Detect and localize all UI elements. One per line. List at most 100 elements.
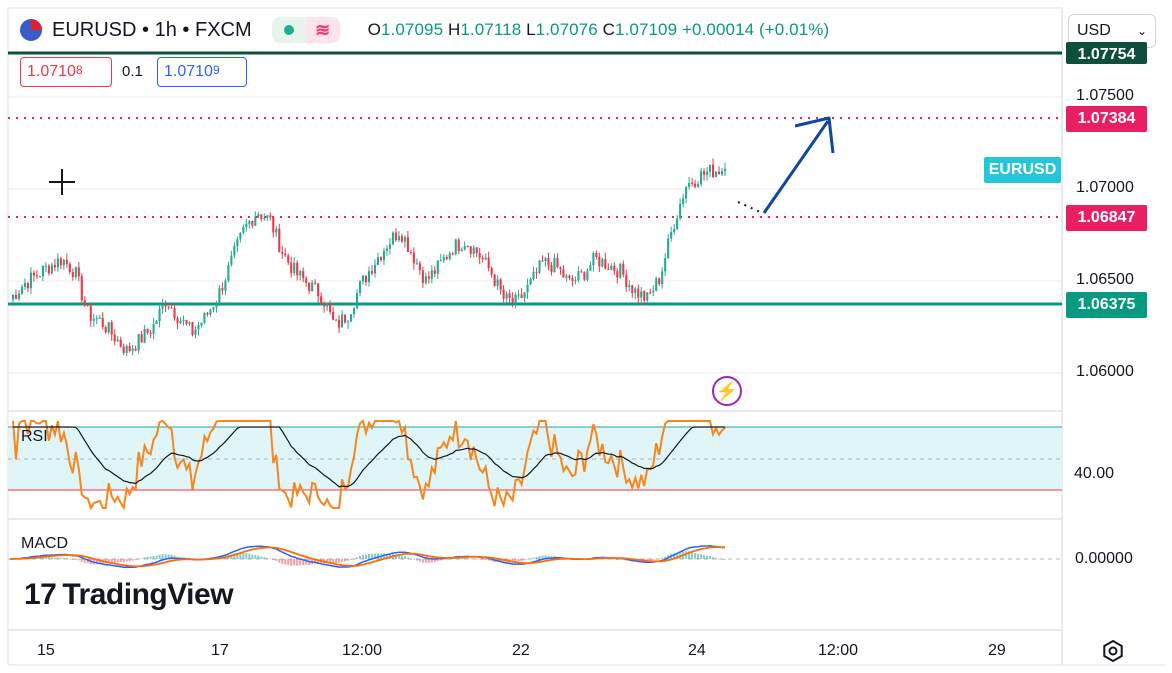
candle-body bbox=[32, 272, 35, 276]
candle-body bbox=[131, 348, 134, 352]
candle-body bbox=[430, 270, 433, 279]
candle-body bbox=[206, 312, 209, 315]
candle-body bbox=[341, 314, 344, 328]
macd-histogram-bar bbox=[703, 554, 706, 559]
candle-body bbox=[646, 292, 649, 301]
macd-histogram-bar bbox=[125, 559, 128, 562]
macd-histogram-bar bbox=[661, 557, 664, 559]
lightning-icon[interactable]: ⚡ bbox=[712, 376, 742, 406]
candle-body bbox=[320, 296, 323, 303]
price-label-3: 1.06500 bbox=[1076, 271, 1134, 288]
status-pill[interactable]: ≋ bbox=[271, 17, 340, 43]
candle-body bbox=[694, 183, 697, 187]
high-value: 1.07118 bbox=[460, 20, 522, 39]
macd-histogram-bar bbox=[242, 552, 245, 559]
candle-body bbox=[194, 329, 197, 335]
candle-body bbox=[281, 252, 284, 254]
candle-body bbox=[592, 252, 595, 266]
projection-arrow[interactable] bbox=[762, 120, 830, 214]
macd-histogram-bar bbox=[137, 558, 140, 560]
candle-body bbox=[71, 272, 74, 278]
candle-body bbox=[397, 236, 400, 241]
candle-body bbox=[355, 293, 359, 309]
candle-body bbox=[44, 265, 47, 267]
macd-histogram-bar bbox=[364, 554, 368, 559]
macd-histogram-bar bbox=[352, 558, 356, 560]
price-tag-value: 1.06375 bbox=[1077, 296, 1136, 313]
candle-body bbox=[559, 267, 562, 270]
macd-histogram-bar bbox=[547, 555, 550, 559]
candle-body bbox=[373, 264, 377, 274]
macd-histogram-bar bbox=[616, 559, 619, 560]
symbol-title[interactable]: EURUSD • 1h • FXCM bbox=[52, 19, 252, 42]
macd-histogram-bar bbox=[116, 559, 119, 563]
interval[interactable]: 1h bbox=[154, 18, 177, 41]
candle-body bbox=[400, 236, 403, 242]
candle-body bbox=[532, 271, 535, 279]
macd-histogram-bar bbox=[355, 557, 359, 559]
sell-button[interactable]: 1.0710 8 bbox=[20, 57, 112, 87]
projection-dots[interactable] bbox=[737, 201, 761, 213]
price-tag-top-value: 1.07754 bbox=[1077, 46, 1136, 63]
symbol[interactable]: EURUSD bbox=[52, 18, 137, 41]
candle-body bbox=[433, 270, 436, 274]
buy-button[interactable]: 1.0710 9 bbox=[157, 57, 247, 87]
macd-histogram-bar bbox=[107, 559, 110, 563]
candle-body bbox=[284, 253, 287, 256]
candle-body bbox=[65, 259, 68, 264]
candle-body bbox=[239, 232, 242, 240]
candle-body bbox=[224, 280, 227, 291]
macd-histogram-bar bbox=[269, 558, 272, 560]
candle-body bbox=[508, 293, 511, 299]
price-tag-value: 1.06847 bbox=[1077, 209, 1136, 226]
macd-histogram-bar bbox=[299, 559, 302, 566]
candle-body bbox=[233, 246, 236, 256]
price-tag-support[interactable]: 1.06375 bbox=[1066, 292, 1147, 318]
symbol-label-tag[interactable]: EURUSD bbox=[984, 157, 1061, 183]
macd-histogram-bar bbox=[332, 559, 335, 564]
candle-body bbox=[394, 232, 397, 241]
macd-histogram-bar bbox=[613, 559, 616, 560]
macd-histogram-bar bbox=[251, 554, 254, 559]
candle-body bbox=[652, 290, 655, 293]
candle-body bbox=[502, 289, 505, 299]
macd-histogram-bar bbox=[610, 558, 613, 560]
candle-body bbox=[589, 265, 592, 271]
price-tag-top[interactable]: 1.07754 bbox=[1066, 42, 1147, 64]
settings-icon[interactable] bbox=[1103, 639, 1123, 663]
candle-body bbox=[302, 271, 305, 279]
candle-body bbox=[514, 294, 517, 303]
candle-body bbox=[314, 282, 317, 284]
macd-label[interactable]: MACD bbox=[21, 535, 69, 552]
price-tag-value: 1.07384 bbox=[1077, 110, 1136, 127]
macd-histogram-bar bbox=[427, 559, 430, 563]
rsi-label[interactable]: RSI bbox=[21, 428, 48, 445]
macd-histogram-bar bbox=[326, 559, 329, 564]
macd-histogram-bar bbox=[415, 559, 418, 561]
price-tag-resistance-upper[interactable]: 1.07384 bbox=[1066, 106, 1147, 132]
candle-body bbox=[717, 171, 721, 175]
crosshair-icon[interactable] bbox=[49, 169, 75, 195]
candle-body bbox=[203, 312, 206, 323]
candle-body bbox=[544, 257, 547, 262]
macd-histogram-bar bbox=[344, 559, 347, 562]
macd-histogram-bar bbox=[433, 559, 436, 563]
macd-histogram-bar bbox=[439, 559, 442, 561]
candle-body bbox=[418, 263, 421, 271]
candle-body bbox=[562, 269, 565, 278]
candle-body bbox=[311, 282, 314, 292]
candle-body bbox=[188, 322, 191, 324]
price-label-1: 1.07500 bbox=[1076, 87, 1134, 104]
candle-body bbox=[260, 214, 263, 219]
candle-body bbox=[299, 271, 302, 276]
price-tag-resistance-lower[interactable]: 1.06847 bbox=[1066, 205, 1147, 231]
macd-histogram-bar bbox=[287, 559, 290, 566]
macd-histogram-bar bbox=[95, 559, 98, 565]
candle-body bbox=[481, 257, 484, 260]
macd-histogram-bar bbox=[314, 559, 317, 564]
macd-histogram-bar bbox=[80, 559, 83, 562]
candle-body bbox=[350, 314, 353, 322]
candle-body bbox=[676, 218, 679, 230]
